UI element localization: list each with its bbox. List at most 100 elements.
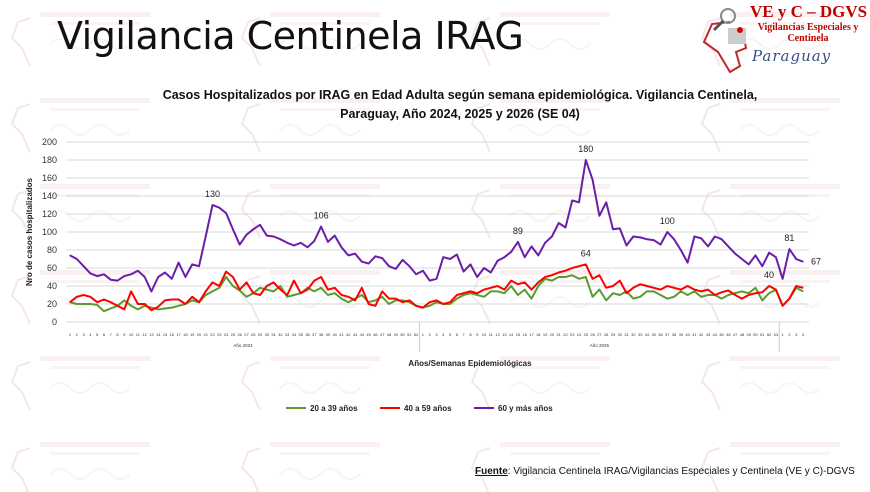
data-point [137, 303, 139, 305]
x-tick-label: 23 [217, 332, 222, 337]
x-tick-label: 35 [651, 332, 656, 337]
data-point [578, 265, 580, 267]
data-point [225, 271, 227, 273]
legend-label: 60 y más años [498, 404, 553, 413]
x-tick-label: 49 [394, 332, 399, 337]
data-point [653, 287, 655, 289]
x-tick-label: 21 [556, 332, 561, 337]
data-point [503, 256, 505, 258]
data-point [537, 281, 539, 283]
x-tick-label: 28 [251, 332, 256, 337]
data-point [761, 299, 763, 301]
y-tick-label: 200 [42, 137, 57, 147]
data-point [469, 290, 472, 292]
data-point [103, 273, 105, 275]
source-label: Fuente [475, 466, 508, 477]
y-tick-label: 60 [47, 263, 57, 273]
data-point [619, 227, 621, 229]
data-point [245, 281, 248, 283]
x-tick-label: 25 [231, 332, 236, 337]
data-point [273, 281, 275, 283]
x-tick-label: 50 [400, 332, 405, 337]
data-point [354, 299, 356, 301]
legend-label: 20 a 39 años [310, 404, 358, 413]
data-point [571, 267, 573, 269]
data-point [232, 228, 234, 230]
y-tick-label: 100 [42, 227, 57, 237]
data-point [585, 159, 587, 161]
data-point [239, 289, 241, 291]
data-point [659, 294, 662, 296]
data-point [585, 276, 587, 278]
x-tick-label: 2 [788, 332, 791, 337]
data-point [578, 201, 580, 203]
data-point [286, 242, 288, 244]
x-tick-label: 9 [123, 332, 126, 337]
data-point [273, 235, 275, 238]
data-point [150, 290, 153, 292]
data-point [592, 296, 594, 298]
data-point [530, 289, 533, 291]
series-line-2 [69, 159, 804, 293]
data-point [96, 301, 98, 303]
data-point [734, 253, 736, 255]
data-point [598, 274, 600, 276]
data-point [164, 299, 166, 301]
data-point [82, 265, 85, 267]
data-point [449, 258, 451, 260]
data-point [687, 285, 689, 287]
data-point [456, 298, 458, 300]
data-point [293, 280, 295, 282]
data-point [429, 305, 431, 307]
data-point [157, 308, 159, 310]
data-point [605, 201, 607, 203]
data-point [103, 310, 105, 312]
data-point [374, 305, 377, 307]
data-point [89, 272, 91, 274]
data-point [435, 299, 438, 301]
data-point [639, 283, 641, 285]
data-point [693, 290, 696, 292]
data-point [144, 276, 146, 278]
data-point [184, 303, 186, 305]
data-point [171, 278, 173, 280]
data-label: 81 [784, 233, 794, 243]
data-label: 40 [764, 270, 774, 280]
x-tick-label: 32 [631, 332, 636, 337]
data-point [76, 258, 78, 260]
data-point [327, 294, 329, 296]
data-point [137, 270, 139, 272]
data-point [279, 238, 281, 240]
x-tick-label: 17 [529, 332, 534, 337]
data-point [659, 289, 662, 291]
x-tick-label: 29 [258, 332, 263, 337]
data-point [259, 287, 261, 289]
data-point [205, 294, 207, 296]
data-point [69, 301, 71, 303]
data-point [157, 306, 159, 308]
x-tick-label: 12 [495, 332, 500, 337]
data-point [110, 279, 112, 281]
data-point [558, 276, 560, 278]
data-point [347, 301, 349, 303]
data-point [96, 304, 98, 306]
data-point [218, 287, 220, 289]
x-tick-label: 22 [210, 332, 215, 337]
data-point [707, 245, 709, 247]
data-point [435, 278, 438, 280]
x-axis-label: Años/Semanas Epidemiológicas [408, 359, 532, 368]
x-tick-label: 6 [103, 332, 106, 337]
x-tick-label: 14 [156, 332, 161, 337]
x-tick-label: 10 [482, 332, 487, 337]
data-label: 130 [205, 189, 220, 199]
data-point [110, 301, 112, 303]
x-tick-label: 2 [429, 332, 432, 337]
x-tick-label: 18 [536, 332, 541, 337]
x-tick-label: 15 [163, 332, 168, 337]
data-point [619, 294, 621, 296]
data-point [401, 301, 404, 303]
data-point [510, 251, 512, 253]
data-point [551, 280, 553, 282]
x-tick-label: 12 [142, 332, 147, 337]
data-point [198, 265, 200, 267]
